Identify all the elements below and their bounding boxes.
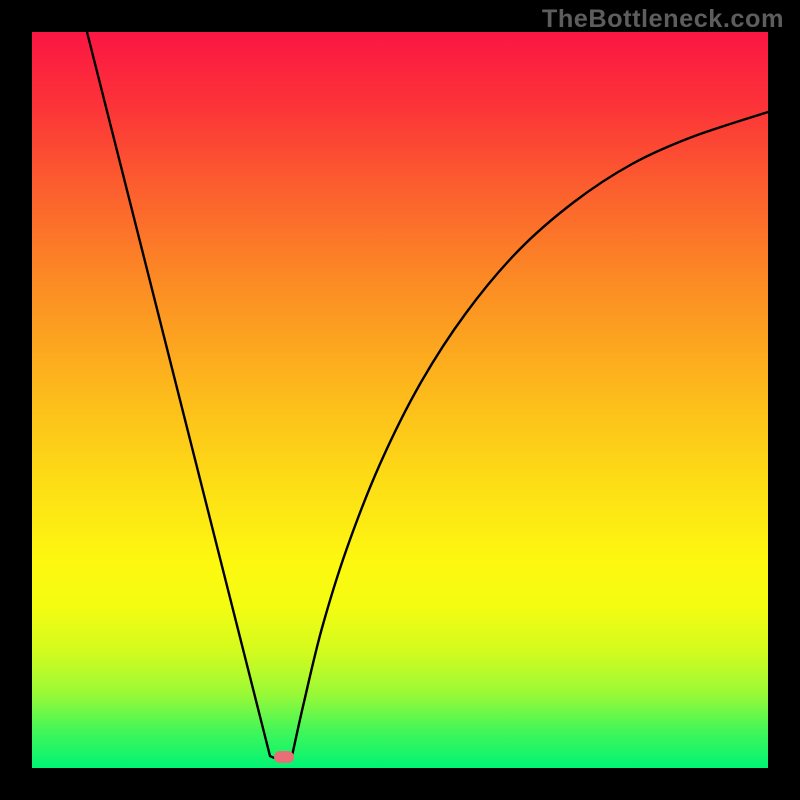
optimal-point-marker: [274, 751, 294, 763]
chart-plot-area: [32, 32, 768, 768]
right-branch-curve: [292, 112, 768, 756]
watermark-text: TheBottleneck.com: [542, 5, 784, 34]
bottleneck-curve: [32, 32, 768, 768]
left-branch-line: [87, 32, 270, 756]
